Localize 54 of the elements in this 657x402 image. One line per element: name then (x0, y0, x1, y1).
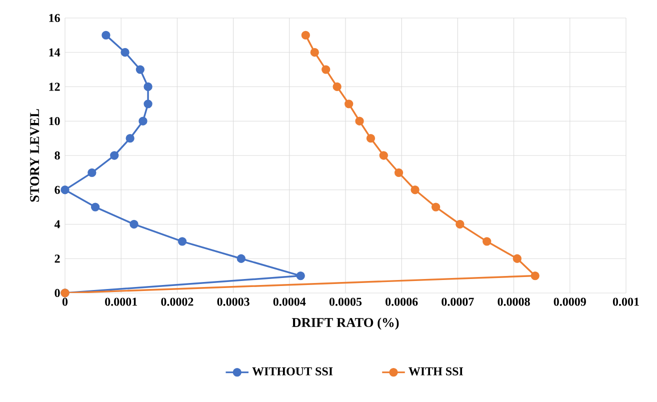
point (88, 168, 96, 178)
y-tick-label: 10 (49, 117, 60, 126)
point (130, 220, 138, 229)
point (410, 186, 420, 194)
point (366, 134, 376, 143)
point (236, 254, 246, 263)
x-tick-label: 0.0003 (217, 298, 250, 306)
x-tick-label: 0.0008 (498, 298, 530, 306)
y-tick-label: 4 (54, 220, 60, 228)
point (296, 271, 305, 280)
y-tick-label: 16 (49, 14, 60, 22)
x-tick-label: 0.0001 (105, 298, 137, 306)
y-tick-label: 2 (54, 254, 60, 263)
point (102, 30, 110, 40)
point (344, 100, 354, 108)
y-tick-label: 8 (54, 151, 60, 160)
x-tick-label: 0.0007 (442, 298, 474, 306)
point (144, 82, 152, 92)
x-tick-label: 0.0002 (161, 298, 194, 306)
point (482, 237, 492, 246)
point (60, 186, 70, 194)
x-axis-title: DRIFT RATO (%) (292, 318, 399, 330)
point (394, 168, 404, 178)
point (126, 134, 134, 143)
x-tick-label: 0 (62, 298, 68, 306)
point (90, 202, 100, 212)
point (310, 48, 319, 57)
x-tick-label: 0.0004 (273, 298, 306, 306)
legend-label: WITH SSI (408, 367, 464, 376)
point (512, 254, 522, 263)
x-tick-label: 0.001 (612, 298, 639, 306)
point (431, 202, 440, 212)
point (178, 237, 187, 246)
point (120, 48, 130, 57)
x-tick-label: 0.0006 (386, 298, 418, 306)
y-tick-label: 6 (54, 186, 60, 194)
point (322, 65, 330, 74)
point (138, 116, 148, 126)
point (456, 220, 464, 229)
point (379, 151, 388, 160)
y-tick-label: 12 (49, 82, 60, 91)
point (301, 30, 310, 40)
y-tick-label: 14 (49, 48, 60, 56)
point (110, 151, 119, 160)
y-tick-label: 0 (54, 288, 60, 298)
point (355, 116, 364, 126)
point (136, 65, 145, 74)
point (530, 271, 540, 280)
point (332, 82, 342, 92)
x-tick-label: 0.0005 (329, 298, 362, 306)
point (144, 100, 152, 108)
y-axis-title: STORY LEVEL (30, 109, 40, 202)
x-tick-label: 0.0009 (554, 298, 586, 306)
legend-label: WITHOUT SSI (252, 367, 333, 376)
